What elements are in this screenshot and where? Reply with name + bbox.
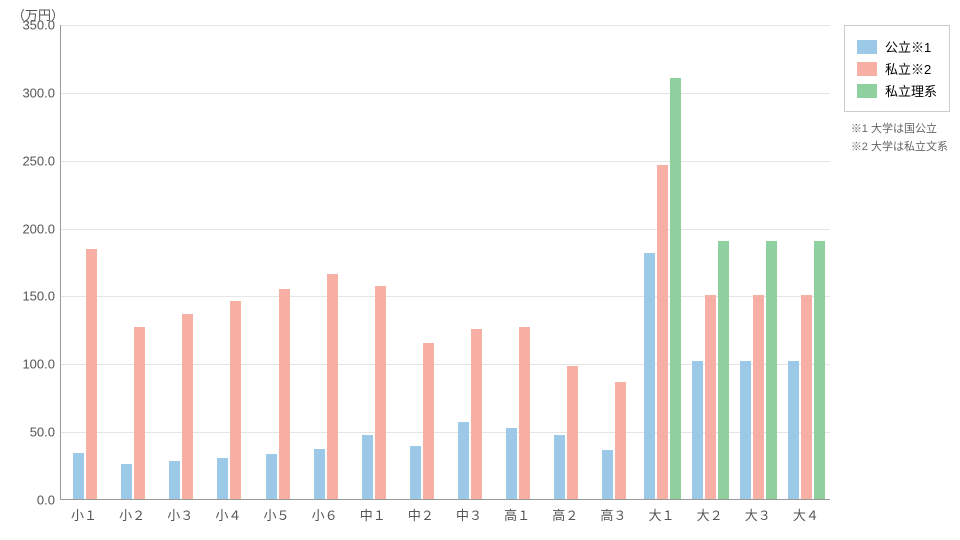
bar <box>314 449 325 499</box>
bar <box>279 289 290 499</box>
legend-note: ※2 大学は私立文系 <box>851 138 948 154</box>
gridline <box>61 161 830 162</box>
x-tick-label: 大２ <box>697 505 723 524</box>
bar <box>753 295 764 499</box>
x-tick-label: 中３ <box>456 505 482 524</box>
bar <box>602 450 613 499</box>
bar <box>362 435 373 499</box>
bar <box>230 301 241 499</box>
bar <box>692 361 703 499</box>
legend-item: 公立※1 <box>857 37 937 56</box>
bar <box>644 253 655 499</box>
x-tick-label: 高２ <box>552 505 578 524</box>
y-tick-label: 50.0 <box>5 425 55 440</box>
x-tick-label: 大１ <box>649 505 675 524</box>
bar <box>519 327 530 499</box>
y-tick-label: 300.0 <box>5 85 55 100</box>
gridline <box>61 25 830 26</box>
bar <box>423 343 434 499</box>
bar <box>814 241 825 499</box>
bar <box>615 382 626 499</box>
bar <box>86 249 97 499</box>
bar <box>567 366 578 499</box>
legend: 公立※1 私立※2 私立理系 <box>844 25 950 112</box>
y-tick-label: 0.0 <box>5 493 55 508</box>
x-tick-label: 小３ <box>167 505 193 524</box>
bar <box>718 241 729 499</box>
bar <box>471 329 482 499</box>
y-tick-label: 350.0 <box>5 18 55 33</box>
bar <box>670 78 681 499</box>
x-tick-label: 小５ <box>264 505 290 524</box>
x-tick-label: 小１ <box>71 505 97 524</box>
bar <box>217 458 228 499</box>
x-tick-label: 高３ <box>600 505 626 524</box>
legend-label: 私立理系 <box>885 81 937 100</box>
x-tick-label: 高１ <box>504 505 530 524</box>
legend-label: 公立※1 <box>885 37 931 56</box>
y-tick-label: 100.0 <box>5 357 55 372</box>
x-tick-label: 小４ <box>215 505 241 524</box>
legend-note: ※1 大学は国公立 <box>851 120 948 136</box>
legend-notes: ※1 大学は国公立 ※2 大学は私立文系 <box>851 118 948 156</box>
gridline <box>61 93 830 94</box>
y-tick-label: 150.0 <box>5 289 55 304</box>
chart-container: （万円） 公立※1私立※2私立理系 ※1 大学は国公立※2 大学は私立文系 0.… <box>0 0 960 540</box>
bar <box>169 461 180 499</box>
bar <box>458 422 469 499</box>
bar <box>657 165 668 499</box>
legend-label: 私立※2 <box>885 59 931 78</box>
bar <box>801 295 812 499</box>
bar <box>375 286 386 499</box>
legend-swatch <box>857 62 877 76</box>
x-tick-label: 大４ <box>793 505 819 524</box>
y-tick-label: 200.0 <box>5 221 55 236</box>
legend-item: 私立※2 <box>857 59 937 78</box>
bar <box>327 274 338 499</box>
x-tick-label: 小２ <box>119 505 145 524</box>
bar <box>266 454 277 499</box>
bar <box>788 361 799 499</box>
x-tick-label: 大３ <box>745 505 771 524</box>
bar <box>410 446 421 499</box>
bar <box>121 464 132 499</box>
x-tick-label: 中１ <box>360 505 386 524</box>
legend-item: 私立理系 <box>857 81 937 100</box>
bar <box>766 241 777 499</box>
bar <box>134 327 145 499</box>
bar <box>554 435 565 499</box>
y-tick-label: 250.0 <box>5 153 55 168</box>
x-tick-label: 中２ <box>408 505 434 524</box>
plot-area <box>60 25 830 500</box>
legend-swatch <box>857 40 877 54</box>
gridline <box>61 229 830 230</box>
bar <box>740 361 751 499</box>
bar <box>506 428 517 499</box>
x-tick-label: 小６ <box>312 505 338 524</box>
bar <box>182 314 193 499</box>
bar <box>73 453 84 499</box>
legend-swatch <box>857 84 877 98</box>
bar <box>705 295 716 499</box>
